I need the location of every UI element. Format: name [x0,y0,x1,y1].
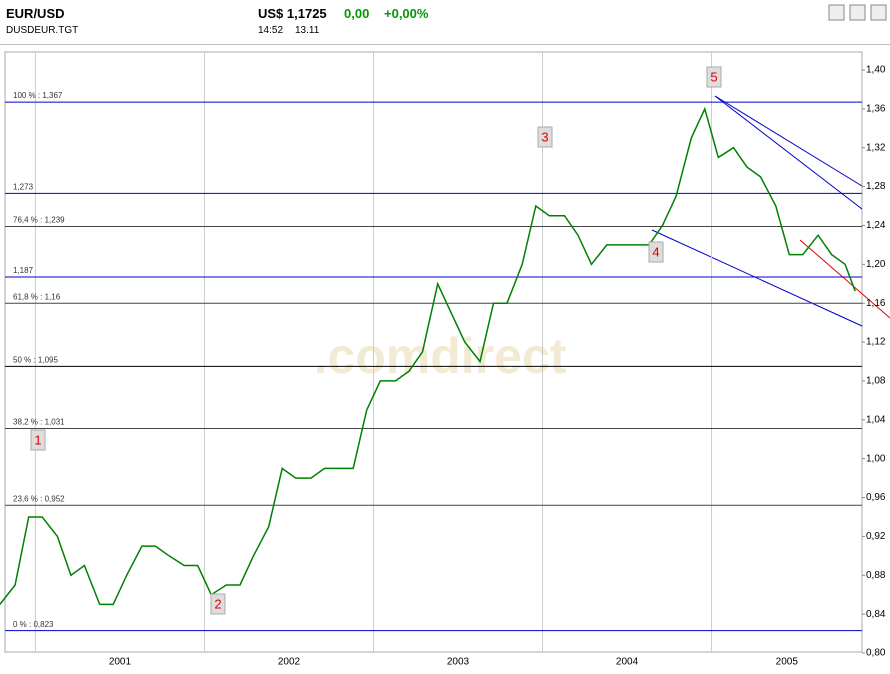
y-tick-label: 1,20 [866,259,886,270]
y-tick-label: 1,16 [866,298,886,309]
header: EUR/USD DUSDEUR.TGT US$ 1,1725 0,00 +0,0… [0,0,890,45]
fib-label: 50 % : 1,095 [13,355,58,364]
x-tick-label: 2003 [447,657,470,668]
fib-label: 0 % : 0,823 [13,620,54,629]
fib-label: 1,187 [13,266,34,275]
code: DUSDEUR.TGT [6,25,79,36]
y-tick-label: 1,28 [866,181,886,192]
tool-button[interactable] [870,4,887,21]
trend-line [651,229,863,327]
y-tick-label: 1,36 [866,104,886,115]
symbol: EUR/USD [6,6,65,21]
tool-button[interactable] [828,4,845,21]
y-tick-label: 0,92 [866,531,886,542]
trend-line [799,239,890,319]
wave-label: 1 [34,432,41,447]
wave-box [210,593,226,615]
fib-label: 23,6 % : 0,952 [13,494,65,503]
wave-box [648,241,664,263]
wave-box [537,126,553,148]
toolbar [828,4,887,21]
wave-label: 3 [541,129,548,144]
y-tick-label: 1,08 [866,376,886,387]
y-tick-label: 0,96 [866,492,886,503]
x-tick-label: 2005 [776,657,799,668]
change-pct: +0,00% [384,6,429,21]
y-tick-label: 1,00 [866,453,886,464]
watermark: .comdirect [314,328,567,384]
y-tick-label: 0,80 [866,648,886,659]
y-tick-label: 1,24 [866,220,886,231]
fib-label: 76,4 % : 1,239 [13,216,65,225]
wave-box [30,429,46,451]
wave-label: 4 [652,244,659,259]
y-tick-label: 1,32 [866,142,886,153]
wave-label: 5 [710,69,717,84]
wave-label: 2 [214,596,221,611]
y-tick-label: 0,84 [866,609,886,620]
time: 14:52 [258,25,284,36]
y-tick-label: 1,40 [866,65,886,76]
fib-label: 38,2 % : 1,031 [13,418,65,427]
y-tick-label: 0,88 [866,570,886,581]
trend-line [714,95,863,187]
x-tick-label: 2002 [278,657,301,668]
fib-label: 61,8 % : 1,16 [13,292,61,301]
date: 13.11 [295,25,320,36]
y-tick-label: 1,12 [866,337,886,348]
wave-box [706,66,722,88]
tool-button[interactable] [849,4,866,21]
plot-frame [4,51,863,653]
x-tick-label: 2001 [109,657,132,668]
fib-label: 1,273 [13,183,34,192]
fib-label: 100 % : 1,367 [13,91,63,100]
x-tick-label: 2004 [616,657,639,668]
price-line [0,106,856,606]
trend-line [714,95,863,210]
change: 0,00 [344,6,370,21]
y-tick-label: 1,04 [866,414,886,425]
price: US$ 1,1725 [258,6,327,21]
